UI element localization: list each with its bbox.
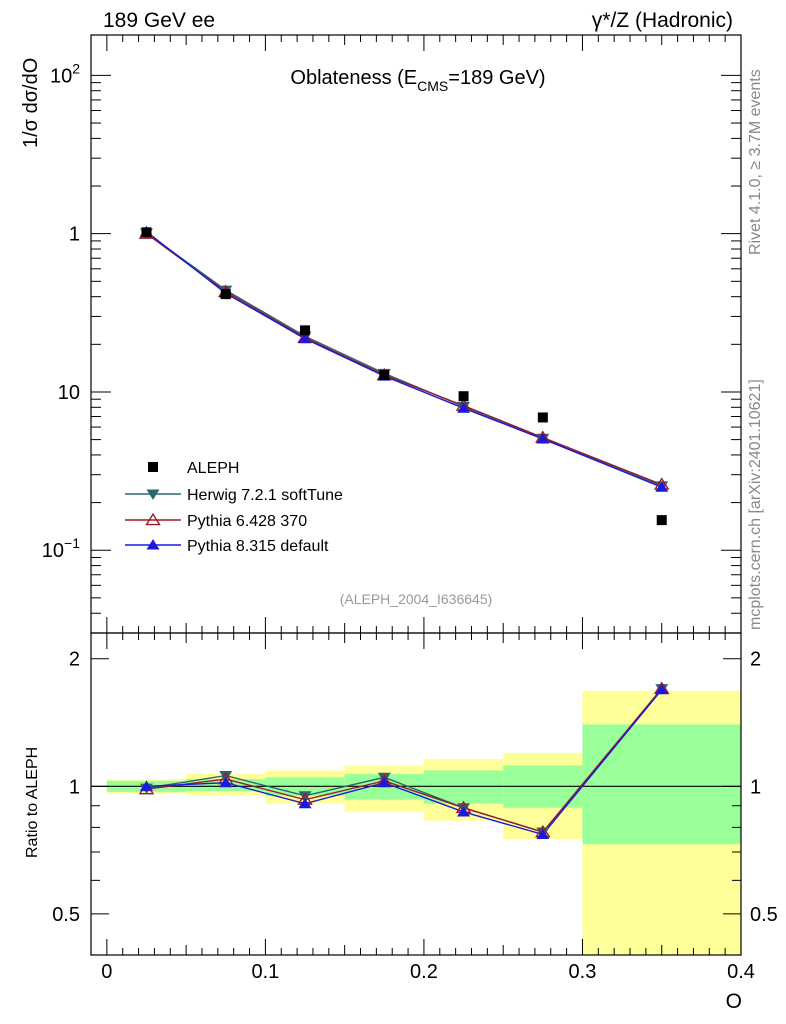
ratio-pythia8-point <box>377 776 391 788</box>
ratio-y-tick-label-right: 2 <box>750 649 761 671</box>
legend-pythia6-marker <box>145 512 161 526</box>
pythia8-point <box>298 332 312 344</box>
rivet-label: Rivet 4.1.0, ≥ 3.7M events <box>747 69 764 255</box>
ratio-band-inner <box>582 724 741 845</box>
mcplots-label: mcplots.cern.ch [arXiv:2401.10621] <box>747 379 764 630</box>
x-tick-label: 0.4 <box>727 961 755 983</box>
main-panel: Oblateness (ECMS=189 GeV) 1/σ dσ/dO (ALE… <box>20 34 742 634</box>
aleph-point <box>220 289 231 300</box>
ratio-pythia8-point <box>219 776 233 788</box>
ratio-y-tick-label-right: 0.5 <box>750 904 778 926</box>
y-tick-label: 10 <box>58 382 80 404</box>
aleph-point <box>141 227 152 238</box>
legend-pythia6-label: Pythia 6.428 370 <box>187 513 307 530</box>
pythia8-point <box>457 402 471 413</box>
header-right: γ*/Z (Hadronic) <box>592 9 733 32</box>
legend: ALEPH Herwig 7.2.1 softTune Pythia 6.428 3… <box>125 460 343 555</box>
ratio-y-label: Ratio to ALEPH <box>24 747 41 858</box>
header-left: 189 GeV ee <box>103 9 215 32</box>
ratio-y-tick-label-right: 1 <box>750 776 761 798</box>
ratio-pythia8-point <box>457 806 471 817</box>
ratio-pythia8-point <box>298 797 312 809</box>
ratio-herwig-point <box>219 771 233 782</box>
legend-pythia8-marker <box>146 539 160 550</box>
x-tick-label: 0.1 <box>251 961 279 983</box>
main-title: Oblateness (ECMS=189 GeV) <box>290 67 545 94</box>
legend-data-label: ALEPH <box>187 460 239 477</box>
ratio-y-tick-label: 2 <box>69 649 80 671</box>
ratio-pythia8-point <box>536 828 550 839</box>
pythia8-point <box>536 433 550 444</box>
ratio-herwig-point <box>298 791 312 802</box>
legend-herwig-marker <box>146 489 160 500</box>
ratio-y-tick-label: 1 <box>69 776 80 798</box>
aleph-point <box>379 369 390 380</box>
aleph-point <box>458 391 469 402</box>
y-tick-label: 102 <box>50 60 80 87</box>
y-tick-label: 1 <box>69 224 80 246</box>
x-tick-label: 0 <box>101 961 112 983</box>
ratio-y-tick-label: 0.5 <box>52 904 80 926</box>
analysis-watermark: (ALEPH_2004_I636645) <box>340 591 493 607</box>
x-tick-label: 0.2 <box>410 961 438 983</box>
ratio-panel: Ratio to ALEPH O 2 2 1 1 0.5 0.5 0 0.1 0.2 0.3 0.4 <box>24 632 778 1013</box>
herwig-line <box>146 232 662 487</box>
ratio-pythia8-point <box>655 683 669 695</box>
aleph-point <box>300 325 311 336</box>
aleph-point <box>537 412 548 423</box>
x-tick-label: 0.3 <box>569 961 597 983</box>
legend-herwig-label: Herwig 7.2.1 softTune <box>187 487 343 504</box>
panel-frame <box>90 632 742 956</box>
main-y-label: 1/σ dσ/dO <box>20 58 42 148</box>
aleph-point <box>656 515 667 526</box>
ratio-pythia8-point <box>139 780 153 791</box>
pythia8-point <box>655 481 669 492</box>
legend-pythia8-label: Pythia 8.315 default <box>187 538 329 555</box>
y-tick-label: 10−1 <box>42 535 80 562</box>
x-axis-label: O <box>726 990 742 1013</box>
pythia6-line <box>146 233 662 486</box>
pythia8-line <box>146 231 662 488</box>
legend-data-marker <box>148 462 158 472</box>
